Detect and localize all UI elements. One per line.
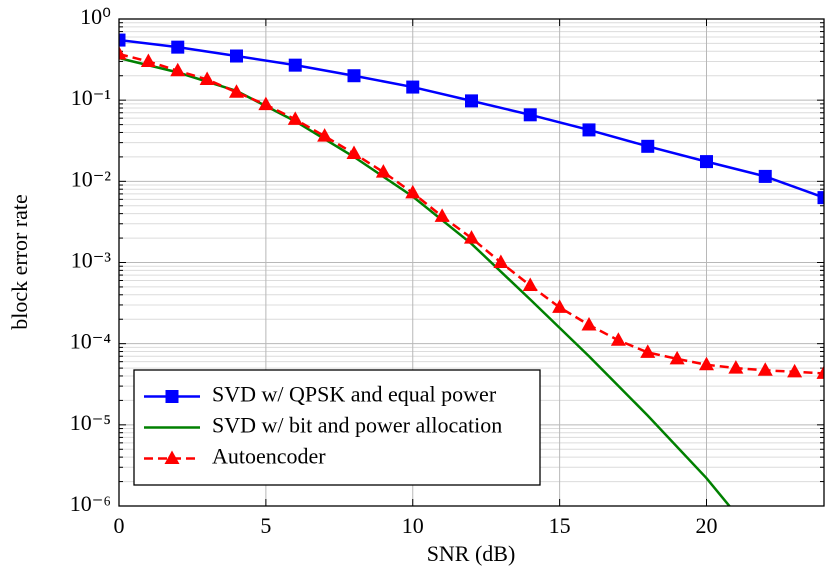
square-marker bbox=[523, 108, 537, 122]
legend-label: SVD w/ bit and power allocation bbox=[212, 413, 502, 438]
legend-label: SVD w/ QPSK and equal power bbox=[212, 382, 497, 407]
triangle-marker bbox=[522, 277, 538, 292]
triangle-marker bbox=[258, 96, 274, 111]
triangle-marker bbox=[375, 164, 391, 178]
triangle-marker bbox=[552, 299, 568, 313]
square-marker bbox=[700, 155, 713, 169]
y-tick-label: 10⁰ bbox=[80, 4, 111, 29]
triangle-marker bbox=[119, 46, 127, 60]
square-marker bbox=[347, 69, 361, 83]
square-marker bbox=[165, 390, 179, 403]
y-tick-label: 10⁻² bbox=[71, 166, 112, 191]
y-tick-label: 10⁻⁶ bbox=[70, 491, 111, 516]
triangle-marker bbox=[199, 71, 215, 85]
triangle-marker bbox=[699, 356, 714, 371]
series-line bbox=[119, 38, 824, 199]
legend-box bbox=[133, 369, 541, 486]
y-tick-label: 10⁻³ bbox=[71, 248, 112, 273]
square-marker bbox=[230, 49, 243, 63]
triangle-marker bbox=[640, 344, 656, 358]
triangle-marker bbox=[669, 350, 685, 365]
plot-area bbox=[119, 33, 824, 506]
y-tick-label: 10⁻⁵ bbox=[70, 410, 111, 435]
triangle-marker bbox=[405, 184, 421, 199]
triangle-marker bbox=[434, 208, 450, 222]
triangle-marker bbox=[787, 363, 803, 378]
triangle-marker bbox=[346, 145, 362, 160]
x-tick-label: 15 bbox=[549, 513, 571, 538]
triangle-marker bbox=[610, 332, 626, 346]
triangle-marker bbox=[287, 111, 303, 125]
triangle-marker bbox=[164, 450, 180, 464]
triangle-marker bbox=[170, 62, 186, 77]
x-axis-label: SNR (dB) bbox=[427, 541, 516, 566]
legend-label: Autoencoder bbox=[212, 444, 326, 469]
square-marker bbox=[406, 80, 420, 94]
x-tick-label: 10 bbox=[402, 513, 424, 538]
y-axis-label: block error rate bbox=[7, 194, 32, 330]
square-marker bbox=[465, 94, 478, 108]
square-marker bbox=[641, 139, 655, 153]
plot-frame bbox=[118, 18, 825, 507]
square-marker bbox=[171, 40, 185, 54]
y-tick-label: 10⁻⁴ bbox=[70, 329, 112, 354]
triangle-marker bbox=[317, 128, 333, 142]
triangle-marker bbox=[728, 360, 744, 374]
triangle-marker bbox=[757, 362, 773, 376]
x-tick-label: 5 bbox=[260, 513, 271, 538]
square-marker bbox=[582, 123, 596, 137]
square-marker bbox=[119, 33, 126, 47]
square-marker bbox=[758, 169, 772, 183]
triangle-marker bbox=[464, 230, 479, 244]
triangle-marker bbox=[140, 53, 156, 67]
square-marker bbox=[288, 58, 302, 72]
triangle-marker bbox=[229, 84, 244, 98]
x-tick-label: 20 bbox=[696, 513, 718, 538]
triangle-marker bbox=[581, 316, 597, 331]
y-tick-label: 10⁻¹ bbox=[71, 85, 111, 110]
triangle-marker bbox=[816, 365, 824, 379]
x-tick-label: 0 bbox=[114, 513, 125, 538]
triangle-marker bbox=[493, 254, 509, 268]
square-marker bbox=[817, 191, 824, 205]
